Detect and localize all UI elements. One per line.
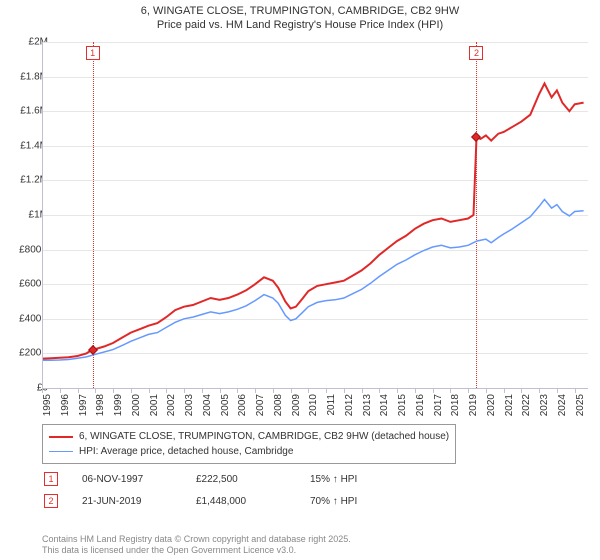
x-tick-label: 2013 — [362, 394, 373, 416]
legend: 6, WINGATE CLOSE, TRUMPINGTON, CAMBRIDGE… — [42, 424, 588, 508]
x-tick-label: 2022 — [521, 394, 532, 416]
series-line — [42, 84, 584, 359]
chart-container: 6, WINGATE CLOSE, TRUMPINGTON, CAMBRIDGE… — [0, 0, 600, 560]
line-series — [42, 42, 588, 388]
x-tick-label: 2006 — [237, 394, 248, 416]
sale-marker-flag: 2 — [469, 46, 483, 60]
x-tick-label: 2004 — [202, 394, 213, 416]
sale-row-2: 2 21-JUN-2019 £1,448,000 70% ↑ HPI — [42, 494, 588, 508]
x-tick-label: 2002 — [166, 394, 177, 416]
x-axis — [42, 388, 588, 389]
legend-box: 6, WINGATE CLOSE, TRUMPINGTON, CAMBRIDGE… — [42, 424, 456, 464]
sale-date-2: 21-JUN-2019 — [82, 496, 172, 507]
sale-delta-1: 15% ↑ HPI — [310, 474, 357, 485]
legend-item-1: 6, WINGATE CLOSE, TRUMPINGTON, CAMBRIDGE… — [49, 429, 449, 444]
footnote-line-1: Contains HM Land Registry data © Crown c… — [42, 534, 351, 545]
x-tick-label: 2016 — [415, 394, 426, 416]
x-tick-label: 2019 — [468, 394, 479, 416]
x-tick-label: 2025 — [575, 394, 586, 416]
x-tick-label: 2009 — [291, 394, 302, 416]
x-tick-label: 2014 — [379, 394, 390, 416]
sale-date-1: 06-NOV-1997 — [82, 474, 172, 485]
x-tick-label: 2021 — [504, 394, 515, 416]
x-tick-label: 2010 — [308, 394, 319, 416]
sale-delta-2: 70% ↑ HPI — [310, 496, 357, 507]
x-tick-label: 2023 — [539, 394, 550, 416]
sale-marker-flag: 1 — [86, 46, 100, 60]
x-tick-label: 2012 — [344, 394, 355, 416]
legend-item-2: HPI: Average price, detached house, Camb… — [49, 444, 449, 459]
footnote-line-2: This data is licensed under the Open Gov… — [42, 545, 351, 556]
x-tick-label: 1999 — [113, 394, 124, 416]
sale-marker-1: 1 — [44, 472, 58, 486]
x-tick-label: 2020 — [486, 394, 497, 416]
x-tick-label: 2005 — [220, 394, 231, 416]
x-tick-label: 2015 — [397, 394, 408, 416]
sale-price-1: £222,500 — [196, 474, 286, 485]
x-tick-label: 1997 — [78, 394, 89, 416]
y-axis — [42, 42, 43, 388]
legend-swatch-2 — [49, 451, 73, 453]
x-tick-label: 2024 — [557, 394, 568, 416]
title-line-2: Price paid vs. HM Land Registry's House … — [0, 18, 600, 32]
x-tick-label: 2001 — [149, 394, 160, 416]
footnote: Contains HM Land Registry data © Crown c… — [42, 534, 351, 557]
sale-price-2: £1,448,000 — [196, 496, 286, 507]
x-tick-label: 2000 — [131, 394, 142, 416]
x-tick-label: 2011 — [326, 394, 337, 416]
legend-label-2: HPI: Average price, detached house, Camb… — [79, 444, 293, 459]
x-tick-label: 1998 — [95, 394, 106, 416]
plot-area: 12 — [42, 42, 588, 388]
x-tick-label: 1995 — [42, 394, 53, 416]
x-tick-label: 1996 — [60, 394, 71, 416]
x-tick-label: 2003 — [184, 394, 195, 416]
legend-label-1: 6, WINGATE CLOSE, TRUMPINGTON, CAMBRIDGE… — [79, 429, 449, 444]
x-tick-label: 2008 — [273, 394, 284, 416]
x-tick-label: 2018 — [450, 394, 461, 416]
chart-title: 6, WINGATE CLOSE, TRUMPINGTON, CAMBRIDGE… — [0, 0, 600, 33]
x-tick-label: 2017 — [433, 394, 444, 416]
sale-row-1: 1 06-NOV-1997 £222,500 15% ↑ HPI — [42, 472, 588, 486]
x-tick-label: 2007 — [255, 394, 266, 416]
sale-marker-2: 2 — [44, 494, 58, 508]
legend-swatch-1 — [49, 436, 73, 438]
title-line-1: 6, WINGATE CLOSE, TRUMPINGTON, CAMBRIDGE… — [0, 4, 600, 18]
